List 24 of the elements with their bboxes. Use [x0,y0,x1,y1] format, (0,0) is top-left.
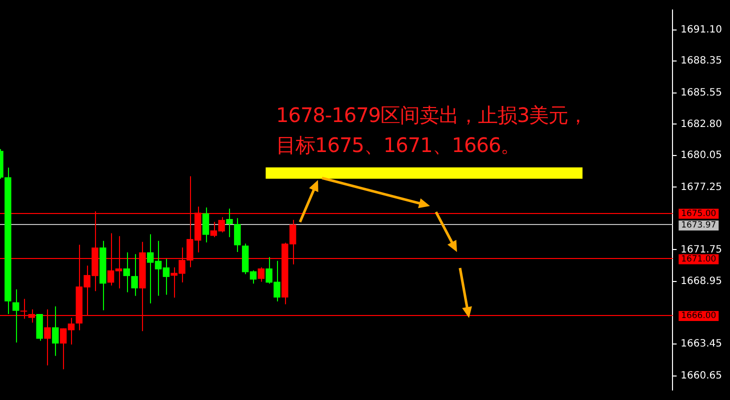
y-tick-label: 1663.45 [680,338,722,350]
candlestick [12,288,20,344]
y-tick-label: 1660.65 [680,370,722,382]
y-tick-label: 1682.80 [680,118,722,130]
ref-line-label: 1675.00 [681,208,716,219]
y-tick-label: 1671.75 [680,244,722,256]
annotation: 目标1675、1671、1666。 [276,132,520,159]
y-tick-label: 1688.35 [680,56,722,67]
candlestick [123,252,130,293]
y-tick-label: 1677.25 [680,182,722,193]
ref-line-label: 1671.00 [681,254,716,264]
y-tick-label: 1668.95 [680,276,722,288]
annotation: 1678-1679区间卖出，止损3美元， [276,102,588,129]
ref-line-label: 1673.97 [681,220,716,231]
candlestick [52,306,59,356]
y-tick-label: 1691.10 [680,24,722,36]
candlestick [202,207,210,243]
candlestick [234,218,241,252]
candlestick [226,208,233,238]
y-tick-label: 1680.05 [680,150,722,162]
candlestick [131,254,138,296]
candlestick [258,266,265,282]
y-tick-label: 1685.55 [680,88,722,99]
ref-line-label: 1666.00 [681,311,716,322]
